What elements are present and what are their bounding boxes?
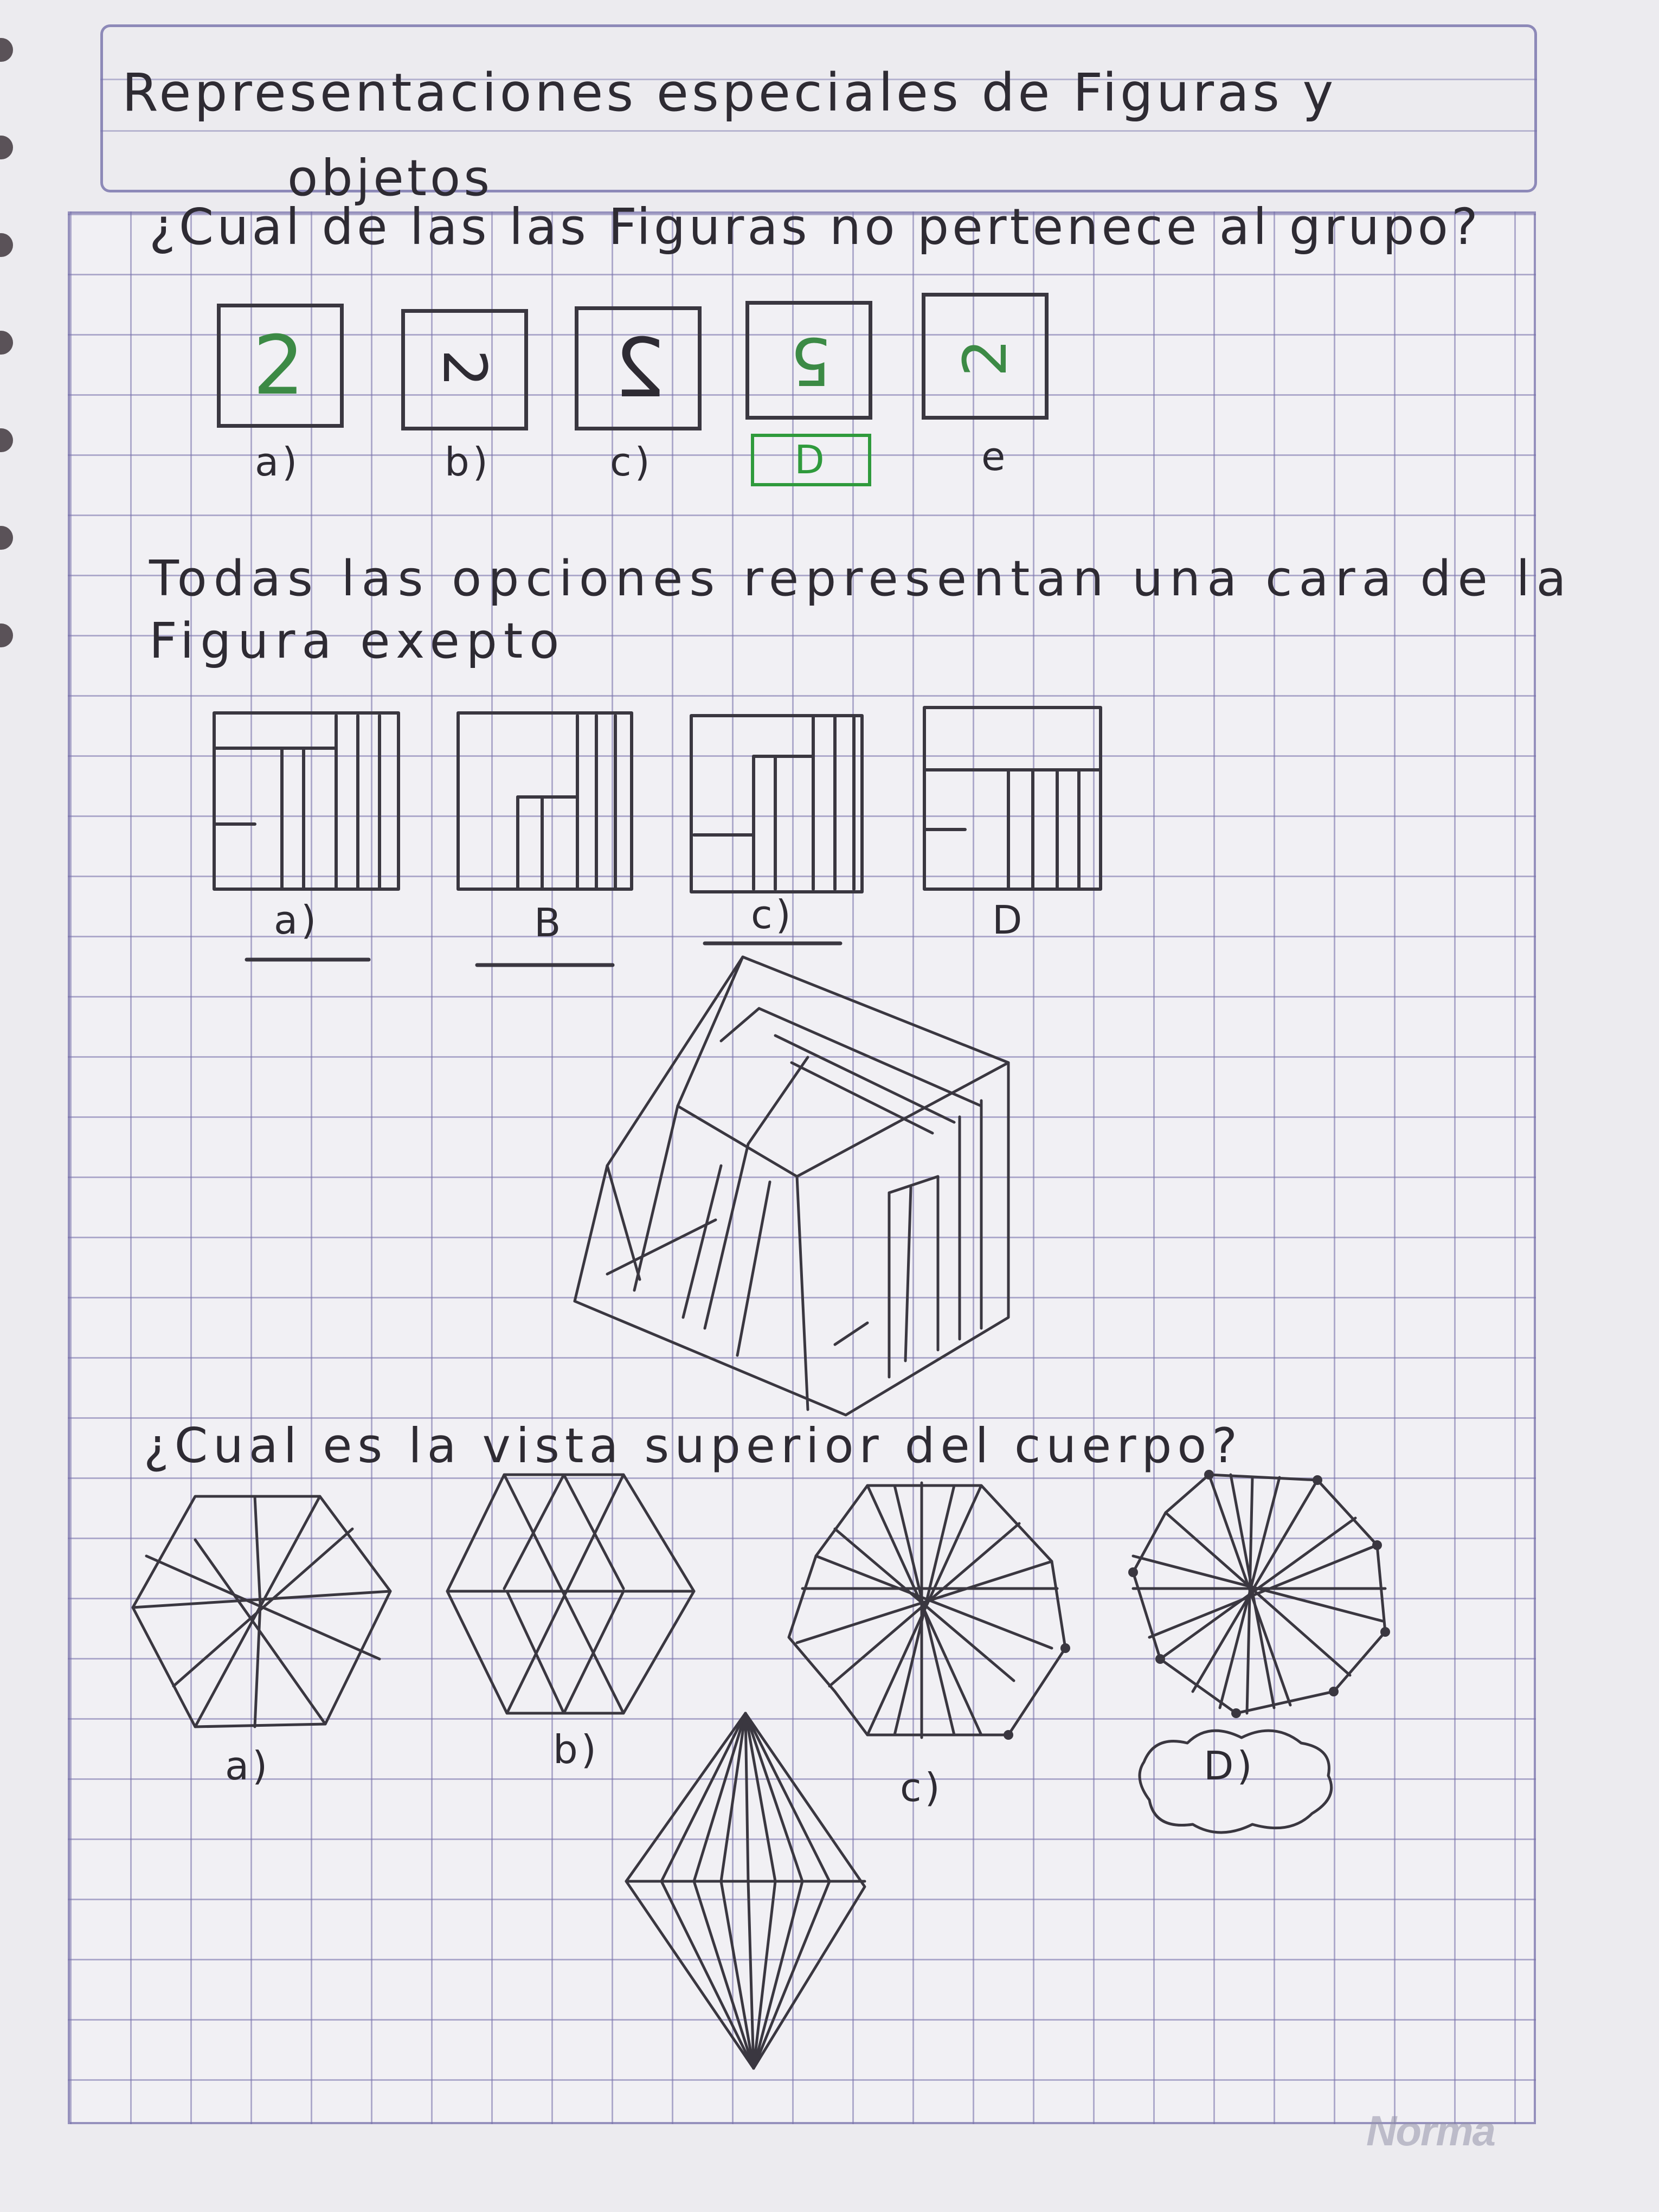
- q1-option-e-box: 2: [922, 293, 1049, 420]
- isometric-object: [573, 955, 1010, 1417]
- q3-option-c-drawing: [787, 1481, 1067, 1739]
- q2-face-b: [456, 711, 633, 891]
- q2-label-c: c): [751, 892, 794, 937]
- q2-face-c: [690, 714, 864, 893]
- page-title: Representaciones especiales de Figuras y: [122, 62, 1337, 123]
- q1-label-a: a): [255, 439, 301, 485]
- q3-label-c: c): [900, 1765, 943, 1810]
- question-1: ¿Cual de las las Figuras no pertenece al…: [149, 198, 1481, 256]
- q1-option-a-glyph: 2: [217, 304, 344, 428]
- q3-option-b-drawing: [446, 1473, 696, 1715]
- question-2-line2: Figura exepto: [149, 613, 566, 670]
- question-2-line1: Todas las opciones representan una cara …: [149, 550, 1573, 607]
- q2-face-a: [213, 711, 400, 891]
- question-3: ¿Cual es la vista superior del cuerpo?: [144, 1418, 1243, 1474]
- q1-option-d-box: 5: [745, 301, 872, 420]
- q3-label-a: a): [225, 1743, 271, 1789]
- q2-label-b: B: [534, 900, 564, 946]
- brand-logo: Norma: [1366, 2107, 1496, 2155]
- page-title-line2: objetos: [287, 149, 493, 207]
- bipyramid-body: [625, 1712, 866, 2070]
- q1-label-b: b): [445, 439, 491, 485]
- q2-label-a: a): [274, 897, 320, 943]
- q3-answer-d: D): [1204, 1743, 1256, 1789]
- q1-answer-d: D: [751, 434, 871, 486]
- q1-label-e: e: [981, 434, 1009, 479]
- q3-option-d-drawing: [1131, 1473, 1387, 1715]
- q3-option-a-drawing: [131, 1495, 392, 1728]
- q1-option-b-box: 2: [401, 309, 528, 430]
- q3-label-b: b): [553, 1727, 600, 1772]
- header-box: [100, 24, 1537, 192]
- q2-face-d: [923, 706, 1102, 891]
- grid-area: [68, 211, 1536, 2124]
- q1-option-c-box: 2: [575, 306, 702, 430]
- q2-label-d: D: [992, 897, 1026, 943]
- answer-cloud: [1138, 1729, 1333, 1834]
- q1-label-c: c): [610, 439, 653, 485]
